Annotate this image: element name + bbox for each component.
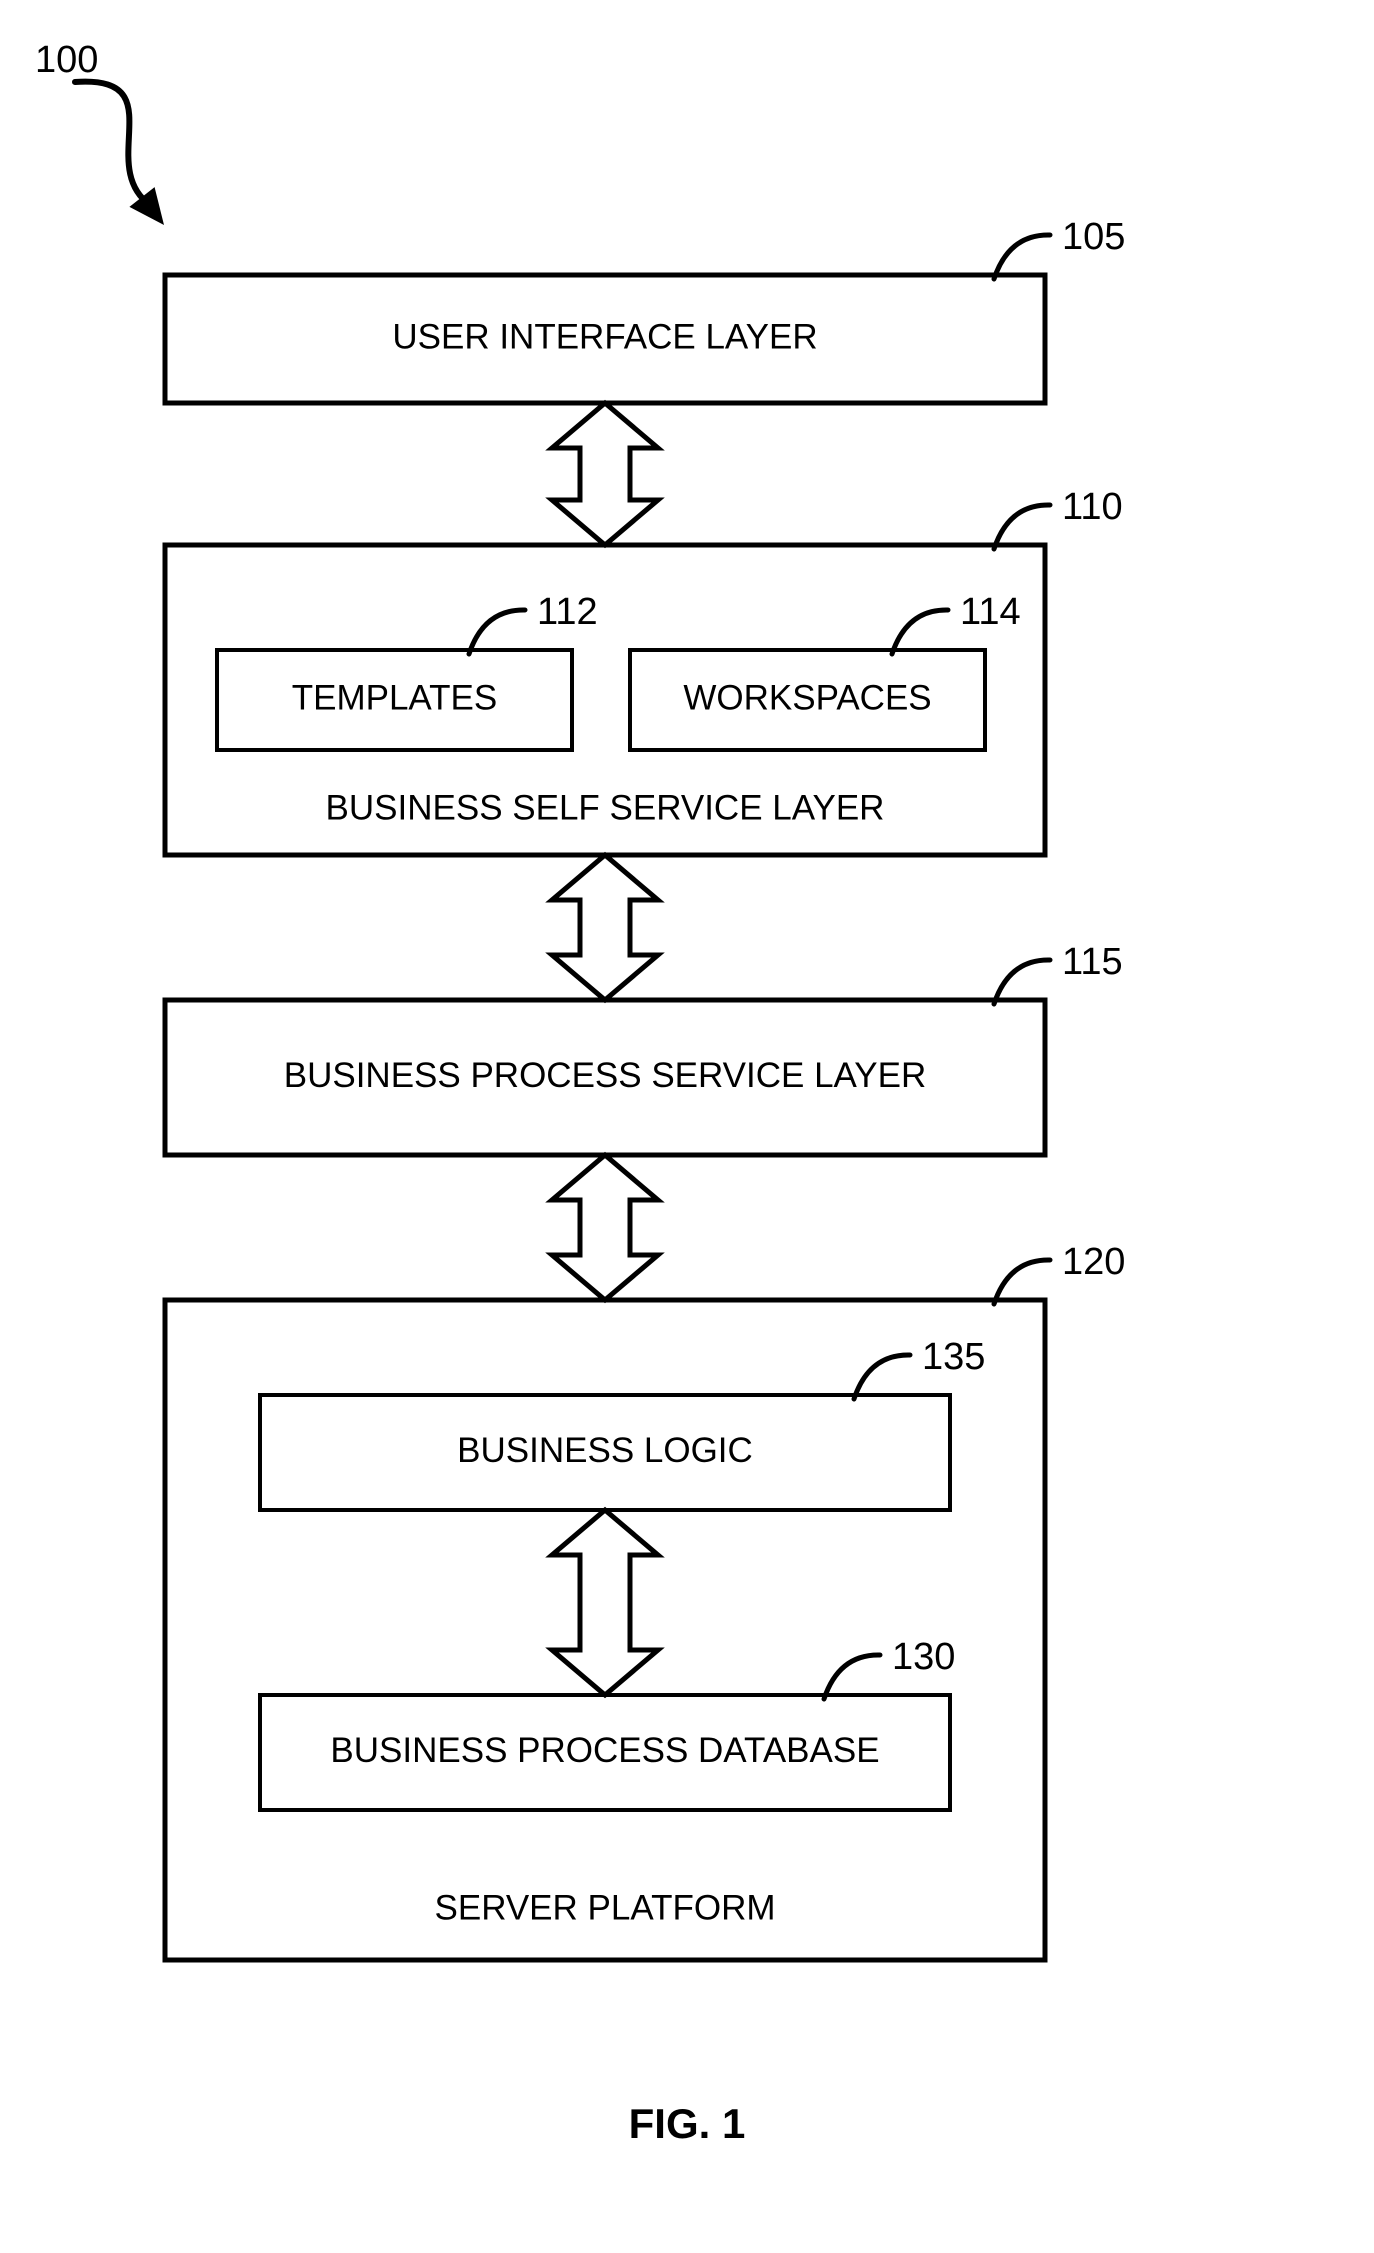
bp-database-hook (824, 1655, 880, 1699)
ui-layer-hook (994, 235, 1050, 279)
arrow-bps-server (552, 1155, 658, 1300)
arrow-bss-bps (552, 855, 658, 1000)
server-platform-label: SERVER PLATFORM (435, 1888, 776, 1927)
server-platform-hook (994, 1260, 1050, 1304)
server-platform-ref: 120 (1062, 1241, 1125, 1283)
templates-ref: 112 (537, 591, 598, 633)
bss-layer-hook (994, 505, 1050, 549)
figure-label: FIG. 1 (0, 2100, 1374, 2148)
bps-layer-ref: 115 (1062, 941, 1123, 983)
bps-layer-label: BUSINESS PROCESS SERVICE LAYER (284, 1056, 927, 1095)
bss-layer-label: BUSINESS SELF SERVICE LAYER (326, 788, 885, 827)
business-logic-hook (854, 1355, 910, 1399)
templates-label: TEMPLATES (292, 678, 498, 717)
workspaces-label: WORKSPACES (683, 678, 931, 717)
workspaces-ref: 114 (960, 591, 1021, 633)
architecture-diagram: 100 USER INTERFACE LAYER 105 110 TEMPLATES 11… (0, 0, 1374, 2100)
bss-layer-ref: 110 (1062, 486, 1123, 528)
templates-hook (469, 610, 525, 654)
workspaces-hook (892, 610, 948, 654)
arrow-ui-bss (552, 403, 658, 545)
bp-database-label: BUSINESS PROCESS DATABASE (330, 1731, 879, 1770)
ref-100-arrow-path (75, 82, 150, 205)
arrow-logic-db (552, 1510, 658, 1695)
business-logic-label: BUSINESS LOGIC (457, 1431, 753, 1470)
bps-layer-hook (994, 960, 1050, 1004)
ref-100: 100 (35, 39, 98, 81)
business-logic-ref: 135 (922, 1336, 985, 1378)
ui-layer-label: USER INTERFACE LAYER (392, 317, 817, 356)
ui-layer-ref: 105 (1062, 216, 1125, 258)
bp-database-ref: 130 (892, 1636, 955, 1678)
